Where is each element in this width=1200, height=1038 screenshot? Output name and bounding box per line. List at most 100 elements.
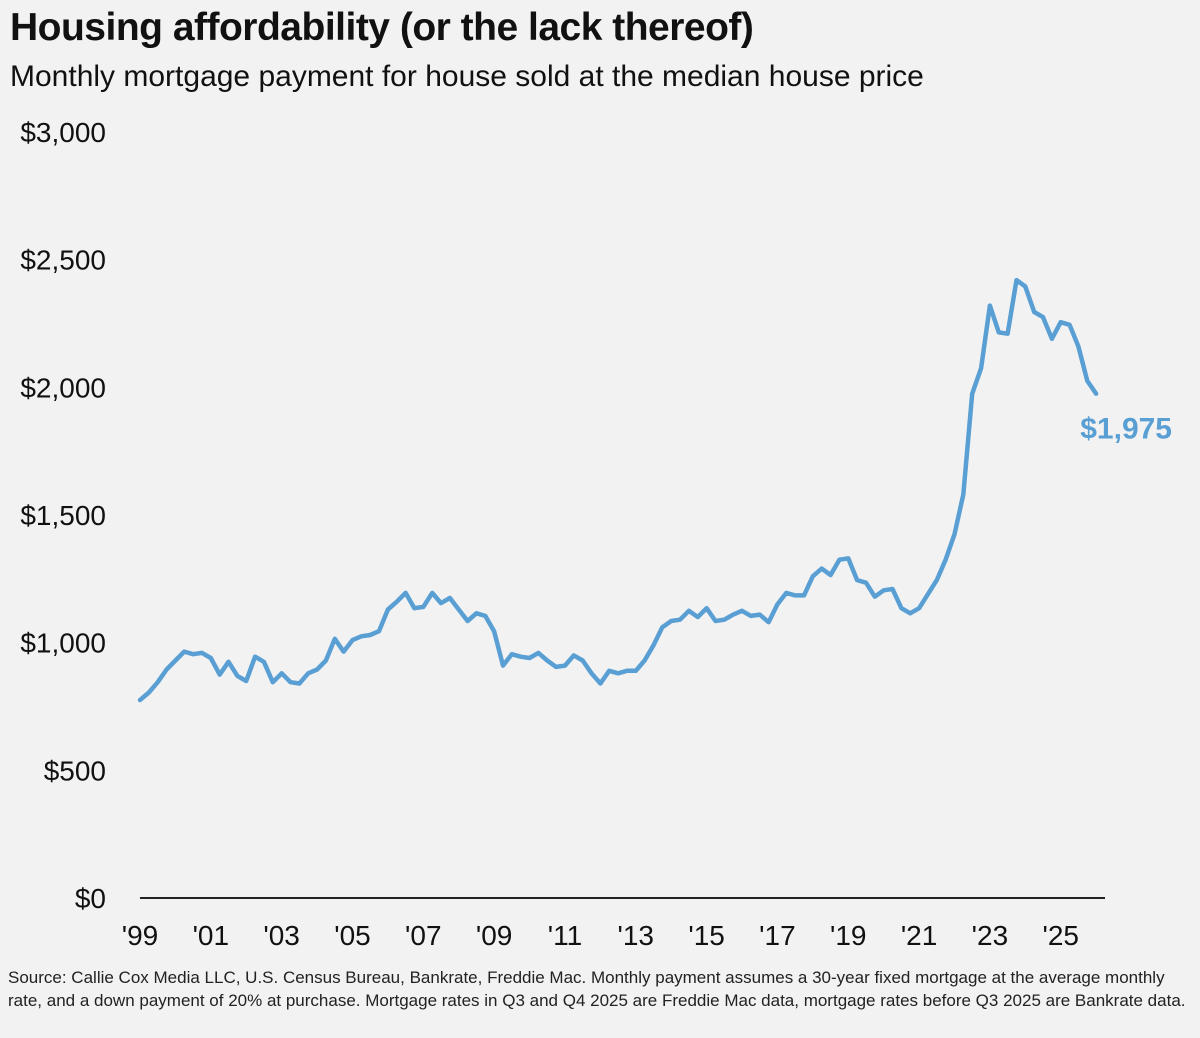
data-point — [483, 614, 487, 618]
data-point — [1006, 332, 1010, 336]
series-line-mortgage-payment — [137, 277, 1099, 703]
data-point — [820, 567, 824, 571]
data-point — [802, 593, 806, 597]
data-point — [873, 595, 877, 599]
x-tick-label: '01 — [193, 920, 230, 951]
x-tick-label: '23 — [972, 920, 1009, 951]
data-point — [1023, 285, 1027, 289]
data-point — [864, 581, 868, 585]
y-tick-label: $1,500 — [20, 500, 106, 531]
x-tick-label: '07 — [405, 920, 442, 951]
data-point — [731, 613, 735, 617]
data-point — [368, 633, 372, 637]
x-tick-label: '15 — [688, 920, 725, 951]
data-point — [448, 596, 452, 600]
data-point — [926, 592, 930, 596]
y-tick-label: $1,000 — [20, 628, 106, 659]
data-point — [244, 679, 248, 683]
data-point — [510, 652, 514, 656]
data-point — [678, 618, 682, 622]
data-point — [209, 656, 213, 660]
data-point — [386, 608, 390, 612]
data-point — [572, 653, 576, 657]
data-point — [474, 611, 478, 615]
y-tick-label: $2,500 — [20, 245, 106, 276]
data-point — [421, 605, 425, 609]
data-point — [634, 669, 638, 673]
data-point — [793, 593, 797, 597]
data-point — [315, 668, 319, 672]
data-point — [191, 652, 195, 656]
data-point — [1041, 315, 1045, 319]
data-point — [262, 660, 266, 664]
data-point — [501, 664, 505, 668]
data-point — [749, 614, 753, 618]
x-axis-ticks: '99 '01 '03 '05 '07 '09 '11 '13 '15 '17 '19 '21 '23 '… — [122, 920, 1079, 951]
data-point — [908, 611, 912, 615]
x-tick-label: '19 — [830, 920, 867, 951]
data-point — [767, 620, 771, 624]
data-point — [1059, 320, 1063, 324]
data-point — [563, 664, 567, 668]
data-point — [377, 629, 381, 633]
data-point — [846, 556, 850, 560]
data-point — [1050, 337, 1054, 341]
x-tick-label: '03 — [263, 920, 300, 951]
data-point — [324, 659, 328, 663]
x-tick-label: '05 — [334, 920, 371, 951]
data-point — [953, 532, 957, 536]
data-point — [280, 671, 284, 675]
data-point — [182, 650, 186, 654]
data-point — [545, 659, 549, 663]
data-point — [554, 665, 558, 669]
data-point — [165, 668, 169, 672]
data-point — [855, 578, 859, 582]
data-point — [1094, 392, 1098, 396]
x-tick-label: '11 — [548, 920, 582, 951]
data-point — [519, 655, 523, 659]
data-point — [935, 578, 939, 582]
end-value-label: $1,975 — [1080, 413, 1172, 446]
data-point — [227, 660, 231, 664]
data-point — [979, 366, 983, 370]
data-point — [253, 655, 257, 659]
data-point — [696, 615, 700, 619]
data-point — [218, 673, 222, 677]
y-axis-ticks: $0 $500 $1,000 $1,500 $2,000 $2,500 $3,000 — [20, 117, 106, 914]
data-points — [138, 278, 1098, 702]
data-point — [616, 671, 620, 675]
data-point — [669, 619, 673, 623]
x-tick-label: '13 — [618, 920, 655, 951]
data-point — [492, 629, 496, 633]
data-point — [705, 606, 709, 610]
data-point — [306, 671, 310, 675]
chart-subtitle: Monthly mortgage payment for house sold … — [10, 60, 924, 93]
data-point — [404, 591, 408, 595]
data-point — [784, 591, 788, 595]
data-point — [740, 609, 744, 613]
data-point — [775, 602, 779, 606]
data-point — [581, 659, 585, 663]
data-point — [660, 625, 664, 629]
data-point — [395, 600, 399, 604]
data-point — [430, 591, 434, 595]
source-note: Source: Callie Cox Media LLC, U.S. Censu… — [8, 968, 1186, 1010]
data-point — [944, 558, 948, 562]
y-tick-label: $0 — [75, 883, 106, 914]
data-point — [173, 659, 177, 663]
data-point — [988, 304, 992, 308]
data-point — [970, 392, 974, 396]
data-point — [297, 682, 301, 686]
data-point — [1068, 323, 1072, 327]
y-tick-label: $3,000 — [20, 117, 106, 148]
data-point — [289, 680, 293, 684]
data-point — [138, 698, 142, 702]
data-point — [652, 643, 656, 647]
data-point — [200, 651, 204, 655]
data-point — [758, 613, 762, 617]
x-tick-label: '99 — [122, 920, 159, 951]
data-point — [1085, 379, 1089, 383]
data-point — [997, 330, 1001, 334]
data-point — [811, 574, 815, 578]
data-point — [342, 650, 346, 654]
